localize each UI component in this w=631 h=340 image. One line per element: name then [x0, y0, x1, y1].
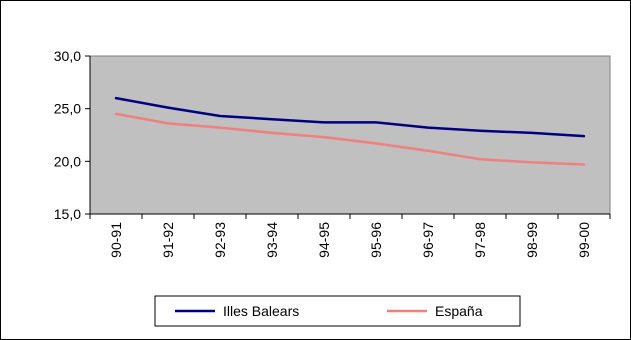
series-line-espana	[114, 112, 586, 166]
x-tick-label: 95-96	[368, 222, 384, 258]
x-tick-label: 98-99	[524, 222, 540, 258]
x-tick-label: 97-98	[472, 222, 488, 258]
x-axis: 90-91 91-92 92-93 93-94 94-95 95-96 96-97 97-98…	[89, 213, 611, 258]
y-tick-label: 30,0	[54, 48, 81, 64]
series-layer	[114, 96, 586, 166]
legend: Illes Balears España	[154, 295, 521, 327]
x-tick-label: 91-92	[160, 222, 176, 258]
y-tick-label: 25,0	[54, 101, 81, 117]
x-tick-label: 94-95	[316, 222, 332, 258]
legend-label-espana: España	[435, 303, 483, 319]
x-tick-label: 90-91	[108, 222, 124, 258]
y-axis: 15,0 20,0 25,0 30,0	[54, 48, 91, 222]
plot-area	[89, 55, 611, 215]
y-tick-label: 15,0	[54, 206, 81, 222]
x-tick-label: 99-00	[576, 222, 592, 258]
y-tick-label: 20,0	[54, 153, 81, 169]
x-tick-label: 96-97	[420, 222, 436, 258]
series-line-illes-balears	[114, 96, 586, 138]
x-tick-label: 92-93	[212, 222, 228, 258]
x-tick-label: 93-94	[264, 222, 280, 258]
legend-box	[154, 295, 521, 327]
legend-label-illes-balears: Illes Balears	[223, 303, 299, 319]
